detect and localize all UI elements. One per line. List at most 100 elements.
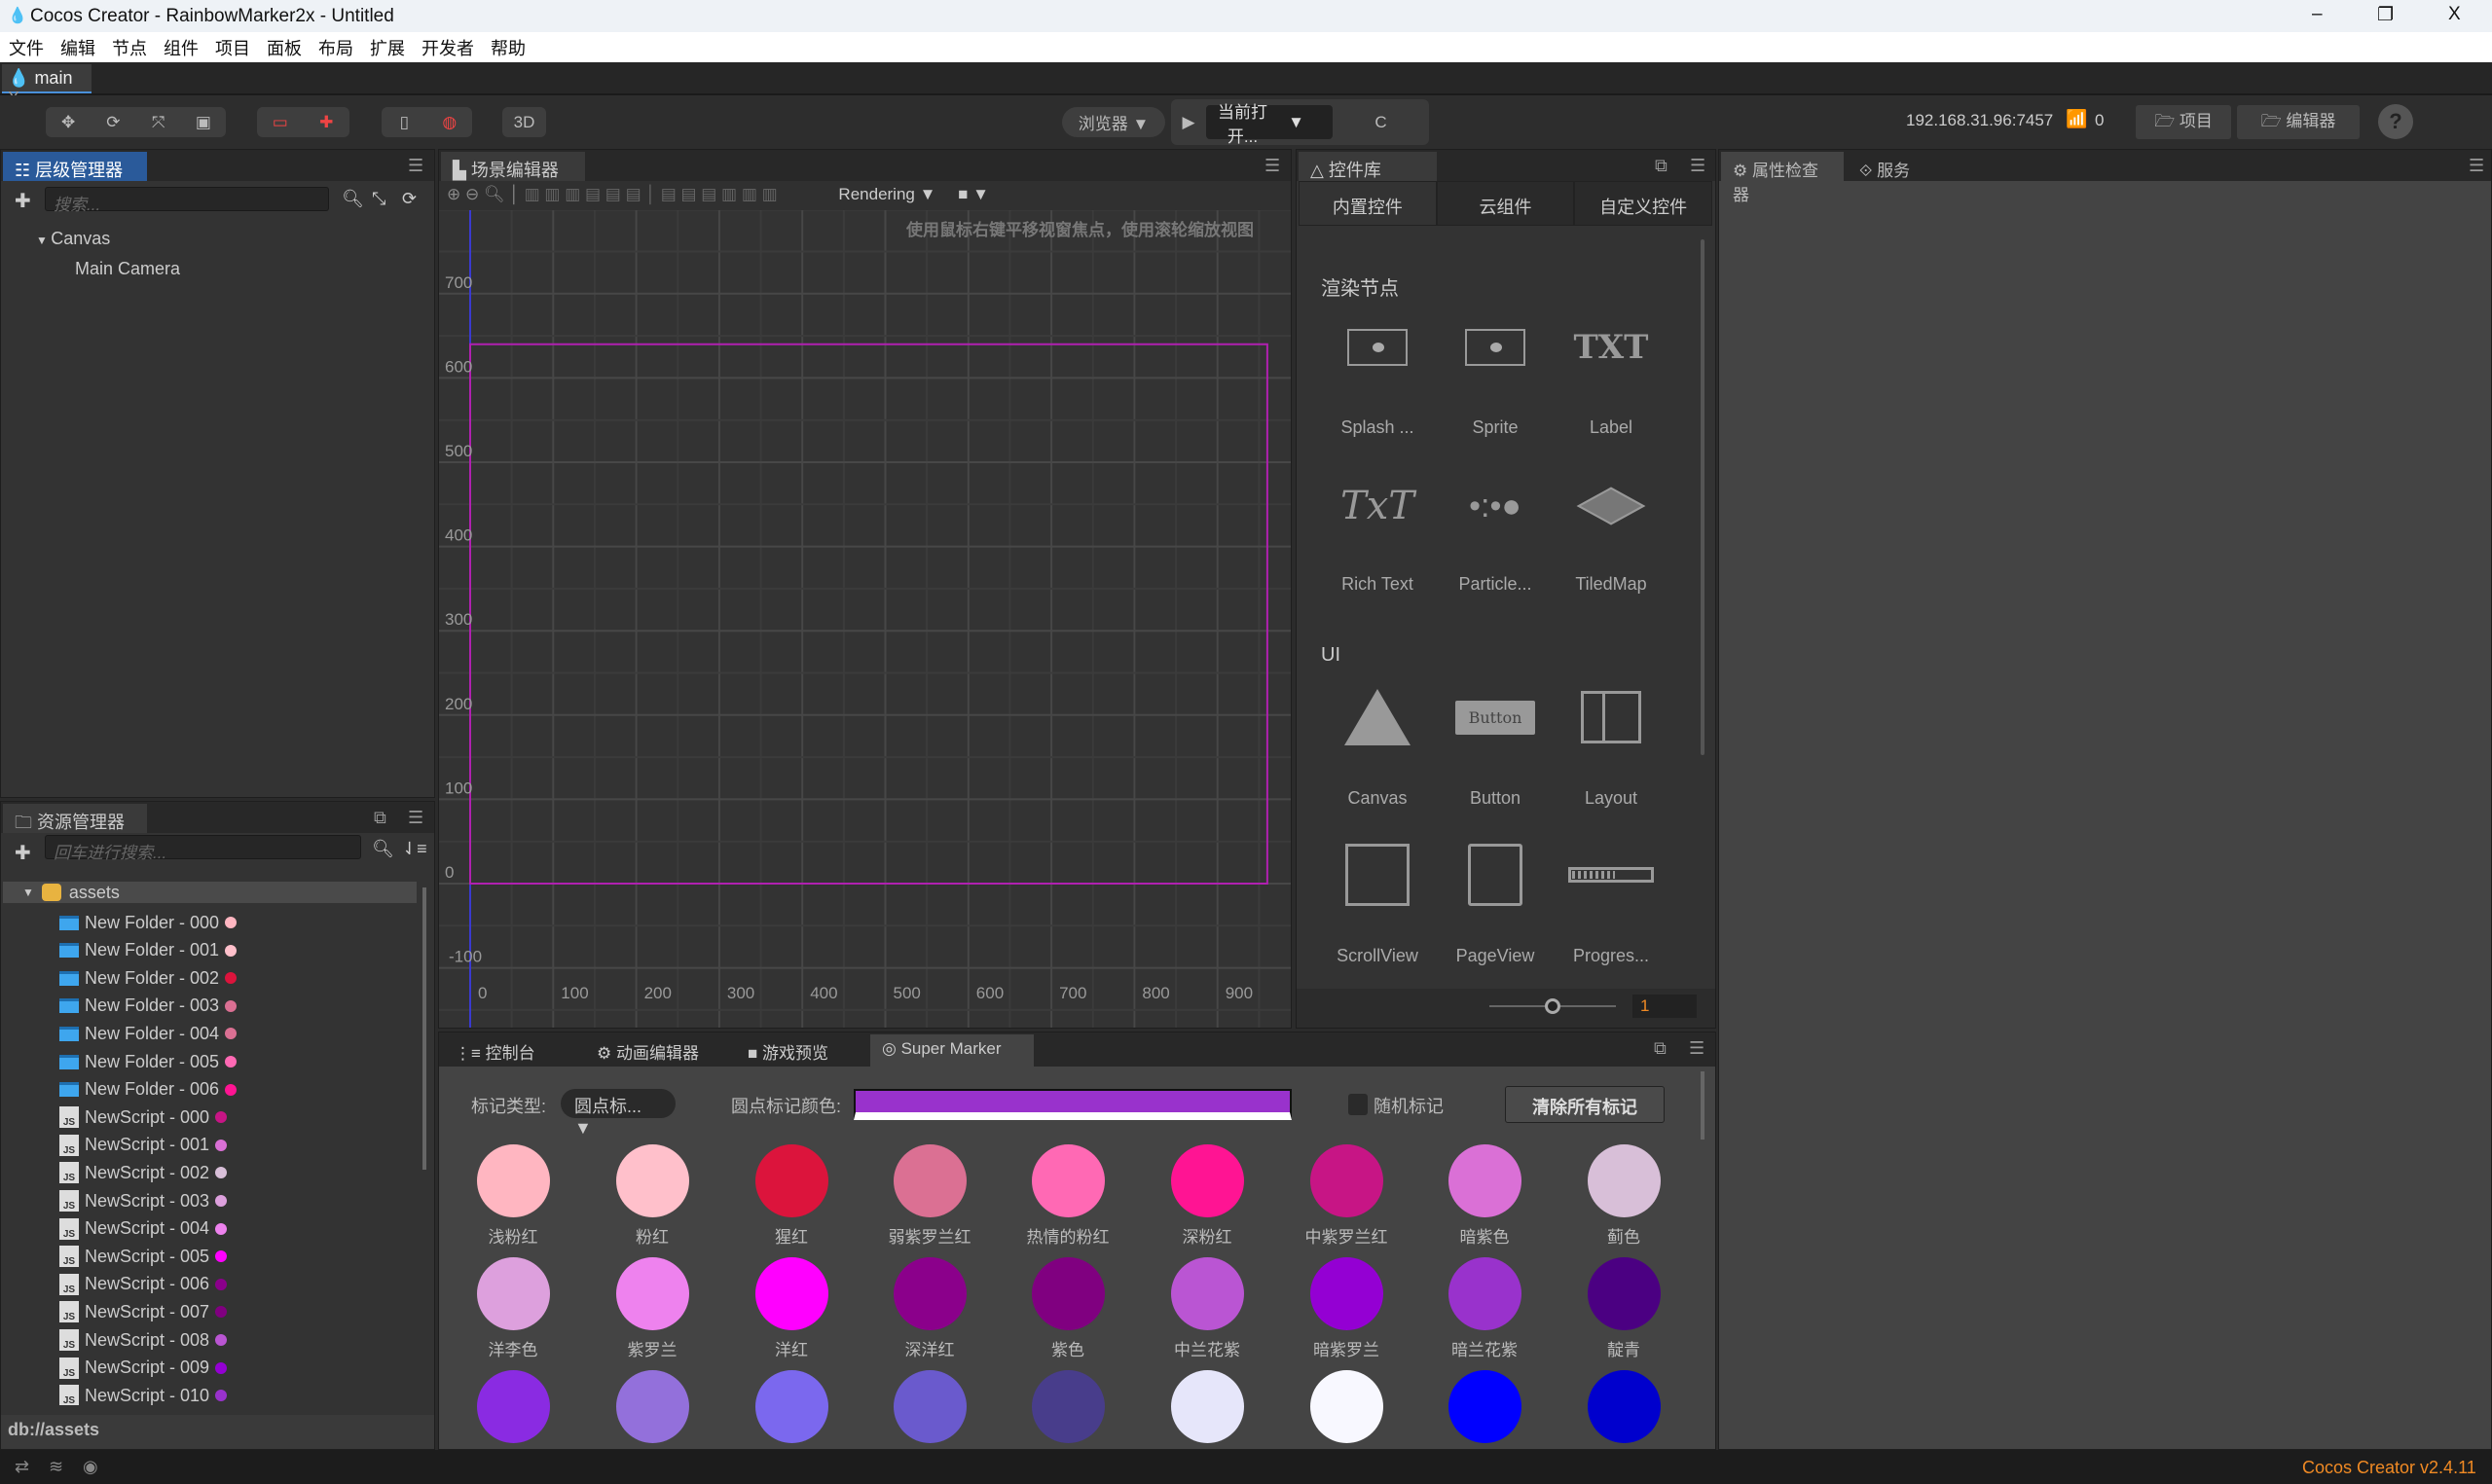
- asset-item[interactable]: New Folder - 005: [59, 1048, 238, 1075]
- refresh-icon[interactable]: ⟳: [402, 189, 418, 208]
- color-swatch[interactable]: [1588, 1257, 1661, 1330]
- minimize-button[interactable]: –: [2312, 4, 2323, 24]
- menu-item[interactable]: 组件: [164, 39, 199, 58]
- panel-menu-icon[interactable]: ☰: [1264, 156, 1281, 175]
- menu-item[interactable]: 项目: [215, 39, 250, 58]
- pivot-icon[interactable]: ▭: [272, 112, 288, 131]
- add-node-icon[interactable]: ✚: [15, 191, 31, 212]
- scene-tab[interactable]: ▙ 场景编辑器: [441, 152, 585, 181]
- marker-type-select[interactable]: 圆点标... ▼: [561, 1089, 676, 1138]
- zoom-reset-icon[interactable]: 🔍︎: [483, 185, 505, 203]
- menu-item[interactable]: 编辑: [60, 39, 95, 58]
- asset-item[interactable]: JS NewScript - 007: [59, 1298, 228, 1325]
- color-swatch[interactable]: [755, 1144, 828, 1217]
- zoom-in-icon[interactable]: ⊕: [447, 185, 461, 203]
- color-swatch[interactable]: [1032, 1144, 1105, 1217]
- tree-node-canvas[interactable]: ▼ Canvas: [36, 229, 110, 249]
- help-button[interactable]: ?: [2378, 104, 2413, 139]
- maximize-button[interactable]: ❐: [2377, 5, 2395, 25]
- asset-item[interactable]: New Folder - 006: [59, 1076, 238, 1104]
- library-item[interactable]: Layout: [1553, 683, 1669, 809]
- library-item[interactable]: Splash ...: [1319, 313, 1436, 438]
- zoom-out-icon[interactable]: ⊖: [464, 185, 480, 203]
- color-swatch[interactable]: [1171, 1144, 1244, 1217]
- popout-icon[interactable]: ⧉: [1654, 1038, 1667, 1058]
- color-swatch[interactable]: [755, 1257, 828, 1330]
- color-swatch[interactable]: [477, 1370, 550, 1443]
- asset-item[interactable]: JS NewScript - 000: [59, 1104, 228, 1131]
- color-swatch[interactable]: [894, 1370, 967, 1443]
- move-tool-icon[interactable]: ✥: [61, 112, 76, 131]
- asset-item[interactable]: JS NewScript - 006: [59, 1271, 228, 1298]
- eye-icon[interactable]: ◉: [83, 1457, 98, 1476]
- assets-search-input[interactable]: 回车进行搜索...: [45, 835, 361, 862]
- popout-icon[interactable]: ⧉: [1655, 156, 1667, 175]
- scene-viewport[interactable]: 0 100 200 300 400 500 600 700 800 900 -100 0 100 200 3…: [439, 210, 1291, 1028]
- menu-item[interactable]: 面板: [267, 39, 302, 58]
- color-swatch[interactable]: [1032, 1257, 1105, 1330]
- library-item[interactable]: Progres...: [1553, 841, 1669, 966]
- random-marker-checkbox[interactable]: [1348, 1094, 1368, 1115]
- bottom-scrollbar[interactable]: [1701, 1071, 1704, 1140]
- rect-tool-icon[interactable]: ▣: [195, 112, 211, 131]
- scene-select[interactable]: 当前打开... ▼: [1206, 103, 1333, 146]
- asset-item[interactable]: New Folder - 003: [59, 993, 238, 1020]
- center-icon[interactable]: ✚: [319, 112, 334, 131]
- menu-item[interactable]: 帮助: [491, 39, 526, 58]
- sort-icon[interactable]: ⇃≡: [402, 839, 427, 858]
- assets-scrollbar[interactable]: [422, 887, 426, 1170]
- library-scrollbar[interactable]: [1701, 239, 1704, 755]
- color-swatch[interactable]: [616, 1370, 689, 1443]
- library-item[interactable]: TXT Label: [1553, 313, 1669, 438]
- color-swatch[interactable]: [477, 1144, 550, 1217]
- 3d-toggle[interactable]: 3D: [502, 107, 546, 137]
- library-tab-item[interactable]: 自定义控件: [1574, 181, 1713, 226]
- panel-menu-icon[interactable]: ☰: [2469, 156, 2485, 175]
- rotate-tool-icon[interactable]: ⟳: [106, 112, 121, 131]
- asset-item[interactable]: JS NewScript - 009: [59, 1355, 228, 1382]
- slider-handle[interactable]: [1545, 998, 1560, 1014]
- asset-item[interactable]: New Folder - 000: [59, 909, 238, 936]
- bottom-tab[interactable]: ◎ Super Marker: [870, 1034, 1034, 1067]
- asset-item[interactable]: JS NewScript - 002: [59, 1159, 228, 1186]
- tab-main[interactable]: 💧 main X: [2, 64, 92, 108]
- assets-root[interactable]: ▼ assets: [3, 882, 417, 903]
- library-item[interactable]: ScrollView: [1319, 841, 1436, 966]
- library-item[interactable]: PageView: [1437, 841, 1554, 966]
- color-swatch[interactable]: [1448, 1370, 1521, 1443]
- library-item[interactable]: TiledMap: [1553, 472, 1669, 595]
- color-swatch[interactable]: [616, 1257, 689, 1330]
- color-swatch[interactable]: [1310, 1144, 1383, 1217]
- search-icon[interactable]: 🔍︎: [342, 189, 364, 208]
- library-item[interactable]: Canvas: [1319, 683, 1436, 809]
- sync-icon[interactable]: ⇄: [15, 1457, 30, 1476]
- color-swatch[interactable]: [477, 1257, 550, 1330]
- color-swatch[interactable]: [1588, 1370, 1661, 1443]
- dot-color-picker[interactable]: [854, 1089, 1292, 1120]
- asset-item[interactable]: JS NewScript - 003: [59, 1187, 228, 1214]
- color-swatch[interactable]: [1310, 1257, 1383, 1330]
- open-project-button[interactable]: 🗁 项目: [2136, 105, 2231, 139]
- render-mode-select[interactable]: Rendering ▼: [838, 185, 936, 203]
- inspector-tab[interactable]: ⚙ 属性检查器: [1721, 152, 1844, 204]
- color-swatch[interactable]: [894, 1257, 967, 1330]
- clear-markers-button[interactable]: 清除所有标记: [1505, 1086, 1665, 1123]
- add-asset-icon[interactable]: ✚: [15, 843, 31, 864]
- services-tab[interactable]: ⟐ 服务: [1848, 152, 1935, 181]
- library-tab[interactable]: △ 控件库: [1299, 152, 1437, 181]
- menu-item[interactable]: 节点: [112, 39, 147, 58]
- color-swatch[interactable]: [1171, 1257, 1244, 1330]
- library-item[interactable]: Button Button: [1437, 683, 1554, 809]
- library-item[interactable]: Sprite: [1437, 313, 1554, 438]
- asset-item[interactable]: JS NewScript - 001: [59, 1132, 228, 1159]
- tree-node-main-camera[interactable]: Main Camera: [75, 259, 181, 278]
- color-swatch[interactable]: [755, 1370, 828, 1443]
- library-item[interactable]: •:•● Particle...: [1437, 472, 1554, 595]
- assets-tab[interactable]: 🗀 资源管理器: [3, 804, 147, 833]
- panel-menu-icon[interactable]: ☰: [408, 808, 424, 827]
- scale-tool-icon[interactable]: ⤧: [151, 112, 165, 131]
- locate-icon[interactable]: ⤡: [372, 189, 386, 208]
- bottom-tab[interactable]: ⚙ 动画编辑器: [585, 1034, 721, 1067]
- bottom-tab[interactable]: ■ 游戏预览: [736, 1034, 862, 1067]
- color-swatch[interactable]: [1588, 1144, 1661, 1217]
